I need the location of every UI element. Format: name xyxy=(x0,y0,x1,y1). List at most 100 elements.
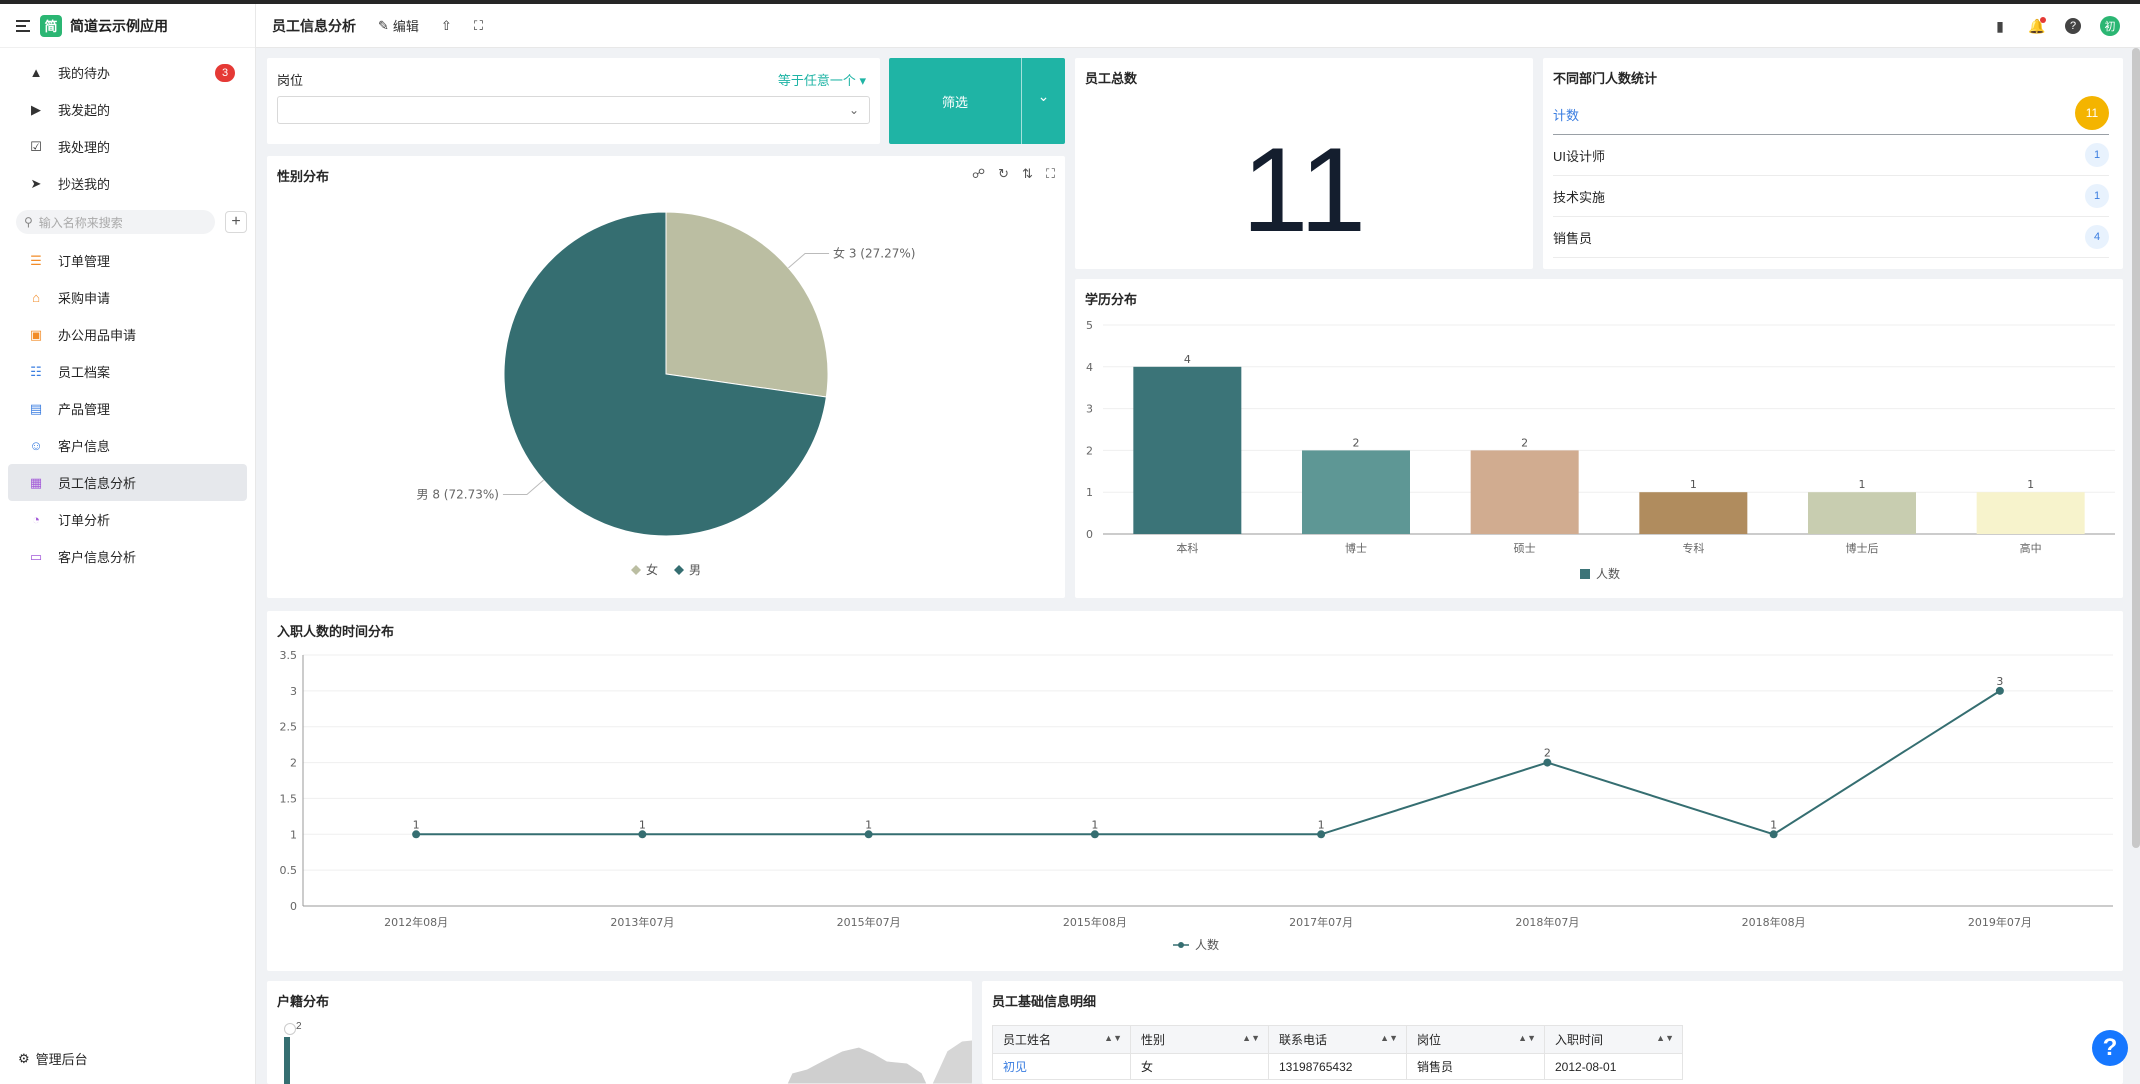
column-header[interactable]: 入职时间 ▲▼ xyxy=(1544,1025,1683,1054)
search-input[interactable]: ⚲ 输入名称来搜索 xyxy=(16,210,215,234)
legend-label: 人数 xyxy=(1596,566,1620,581)
sort-icon[interactable]: ▲▼ xyxy=(1656,1033,1674,1043)
position-select[interactable]: ⌄ xyxy=(277,96,870,124)
filter-operator[interactable]: 等于任意一个 ▾ xyxy=(777,73,866,88)
sidebar-nav-item[interactable]: ◔ 订单分析 xyxy=(8,501,247,538)
help-fab-button[interactable]: ? xyxy=(2092,1030,2128,1066)
sidebar-nav-item[interactable]: ▦ 员工信息分析 xyxy=(8,464,247,501)
x-tick-label: 2018年07月 xyxy=(1515,915,1579,929)
card-title: 员工总数 xyxy=(1085,71,1138,86)
card-title: 性别分布 xyxy=(277,169,330,184)
sidebar-nav-item[interactable]: ☺ 客户信息 xyxy=(29,438,111,454)
sort-icon[interactable]: ▲▼ xyxy=(1242,1033,1260,1043)
user-icon: ☺ xyxy=(29,438,43,453)
sidebar-nav-item[interactable]: ▤ 产品管理 xyxy=(29,400,111,418)
bell-icon: ▲ xyxy=(29,65,43,80)
dept-row[interactable]: 计数 11 xyxy=(1553,94,2109,135)
menu-icon[interactable] xyxy=(16,19,30,32)
column-header[interactable]: 联系电话 ▲▼ xyxy=(1268,1025,1407,1054)
gear-icon: ⚙ xyxy=(18,1050,30,1066)
point-data-label: 1 xyxy=(413,818,420,831)
total-value: 11 xyxy=(1241,123,1367,257)
sort-icon[interactable]: ▲▼ xyxy=(1104,1033,1122,1043)
checkbox-icon: ☑ xyxy=(30,138,42,154)
book-icon[interactable]: ▮ xyxy=(1996,17,2004,34)
hire-chart-card: 入职人数的时间分布 0 0.5 1 1.5 2 2.5 3 3.5 1 2012年08月 1 2013… xyxy=(267,611,2123,971)
edit-button[interactable]: ✎ 编辑 xyxy=(378,17,419,35)
card-title: 学历分布 xyxy=(1085,292,1138,307)
china-map xyxy=(786,1039,972,1084)
x-tick-label: 专科 xyxy=(1682,541,1704,555)
dept-row[interactable]: 技术实施 1 xyxy=(1553,176,2109,217)
y-tick-label: 0 xyxy=(290,900,297,913)
bar-data-label: 2 xyxy=(1521,436,1528,449)
pie-slice xyxy=(665,211,829,398)
help-icon[interactable]: ? xyxy=(2065,18,2081,34)
point-data-label: 1 xyxy=(1318,818,1325,831)
column-header[interactable]: 岗位 ▲▼ xyxy=(1406,1025,1545,1054)
add-button[interactable]: + xyxy=(225,211,247,233)
sort-icon[interactable]: ▲▼ xyxy=(1380,1033,1398,1043)
y-tick-label: 3.5 xyxy=(280,649,298,662)
pie-data-label: 女 3 (27.27%) xyxy=(833,246,915,261)
dept-row[interactable]: 销售员 4 xyxy=(1553,217,2109,258)
play-circle-icon: ▶ xyxy=(31,101,41,117)
y-tick-label: 1.5 xyxy=(280,792,298,805)
line-point xyxy=(412,830,421,839)
count-badge: 1 xyxy=(2085,184,2109,208)
link-icon[interactable]: ☍ xyxy=(971,166,986,181)
sidebar-nav-item[interactable]: ▭ 客户信息分析 xyxy=(29,548,137,566)
send-icon: ➤ xyxy=(30,175,42,191)
x-tick-label: 2017年07月 xyxy=(1289,915,1353,929)
sidebar-item-2[interactable]: ☑ 我处理的 xyxy=(8,128,247,165)
card-title: 不同部门人数统计 xyxy=(1553,71,1658,86)
y-tick-label: 2.5 xyxy=(280,721,298,734)
x-tick-label: 本科 xyxy=(1176,541,1198,555)
share-icon[interactable]: ⇧ xyxy=(440,17,452,33)
window-top-edge xyxy=(0,0,2140,4)
x-tick-label: 博士后 xyxy=(1846,542,1879,555)
fullscreen-icon[interactable]: ⛶ xyxy=(1045,166,1055,181)
todo-badge: 3 xyxy=(215,64,235,82)
bar-data-label: 1 xyxy=(1859,478,1866,491)
page-title: 员工信息分析 xyxy=(272,17,356,34)
sidebar-nav-item[interactable]: ☰ 订单管理 xyxy=(8,242,247,279)
sidebar-item-0[interactable]: ▲ 我的待办 3 xyxy=(8,54,247,91)
sidebar-nav-item[interactable]: ⌂ 采购申请 xyxy=(8,279,247,316)
column-header[interactable]: 性别 ▲▼ xyxy=(1130,1025,1269,1054)
column-header[interactable]: 员工姓名 ▲▼ xyxy=(992,1025,1131,1054)
y-tick-label: 0 xyxy=(1086,528,1093,541)
total-card: 员工总数 11 xyxy=(1075,58,1533,269)
page-header: 员工信息分析 ✎ 编辑 ⇧ ⛶ ▮ 🔔 ? 初 xyxy=(256,4,2140,48)
x-tick-label: 博士 xyxy=(1345,542,1367,555)
sidebar-item-3[interactable]: ➤ 抄送我的 xyxy=(8,165,247,202)
notification-icon[interactable]: 🔔 xyxy=(2028,17,2046,34)
sidebar-item-1[interactable]: ▶ 我发起的 xyxy=(8,91,247,128)
bar xyxy=(1639,492,1748,534)
table-row[interactable]: 初见女 13198765432 销售员 2012-08-01 xyxy=(992,1053,1683,1080)
sidebar: 简 简道云示例应用 ▲ 我的待办 3 ▶ 我发起的 ☑ 我处理的 ➤ 抄送我的 ⚲ 输入名称来搜… xyxy=(0,4,256,1084)
count-badge: 4 xyxy=(2085,225,2109,249)
bar-data-label: 1 xyxy=(1690,478,1697,491)
filter-button[interactable]: 筛选 ⌄ xyxy=(889,58,1065,144)
y-tick-label: 2 xyxy=(1086,444,1093,457)
fullscreen-icon[interactable]: ⛶ xyxy=(473,17,483,33)
refresh-icon[interactable]: ↻ xyxy=(998,166,1009,181)
line-point xyxy=(1995,686,2004,695)
point-data-label: 2 xyxy=(1544,747,1551,760)
bar xyxy=(1133,366,1242,534)
scrollbar[interactable] xyxy=(2132,48,2140,848)
pie-icon: ◔ xyxy=(32,512,40,527)
sidebar-nav-item[interactable]: ▣ 办公用品申请 xyxy=(29,326,137,344)
admin-link[interactable]: ⚙ 管理后台 xyxy=(18,1050,88,1068)
sidebar-nav-item[interactable]: ☷ 员工档案 xyxy=(8,353,247,390)
avatar[interactable]: 初 xyxy=(2100,16,2120,36)
chevron-down-icon[interactable]: ⌄ xyxy=(1037,88,1050,104)
x-tick-label: 高中 xyxy=(2020,541,2042,555)
table-cell[interactable]: 初见 xyxy=(992,1053,1131,1080)
dept-card: 不同部门人数统计 计数 11 UI设计师 1 技术实施 1 销售员 4 xyxy=(1543,58,2123,269)
sort-icon[interactable]: ▲▼ xyxy=(1518,1033,1536,1043)
dept-row[interactable]: UI设计师 1 xyxy=(1553,135,2109,176)
legend-marker xyxy=(674,565,684,575)
sort-icon[interactable]: ⇅ xyxy=(1021,166,1033,181)
